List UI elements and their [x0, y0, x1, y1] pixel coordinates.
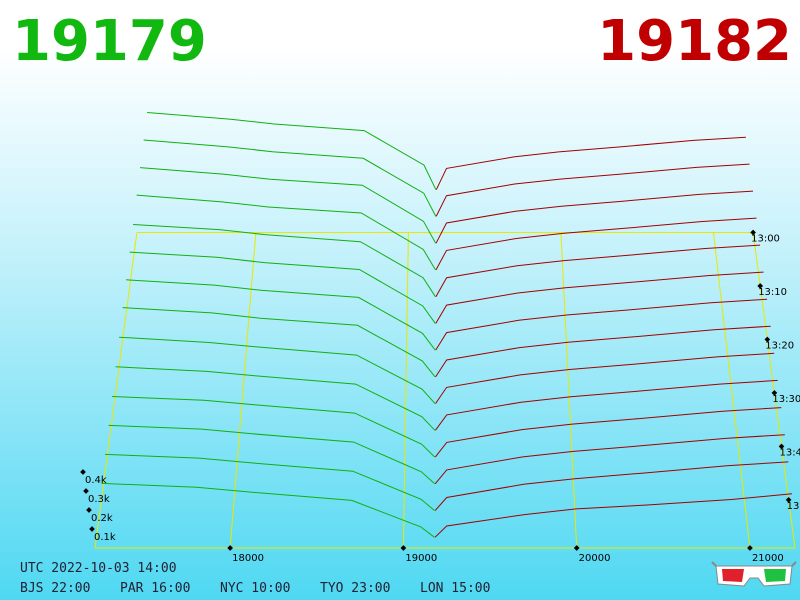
depth-tick-label: 0.3k: [88, 494, 110, 505]
bid-depth-line: [112, 396, 436, 458]
ask-depth-line: [435, 217, 757, 271]
tick-mark: [83, 488, 89, 494]
ask-depth-line: [435, 298, 768, 351]
bid-price: 19179: [12, 9, 207, 74]
tick-mark: [573, 545, 580, 551]
depth-tick-label: 0.1k: [94, 532, 116, 543]
ask-depth-line: [435, 271, 764, 324]
floor-edge: [94, 232, 138, 549]
bid-depth-line: [136, 194, 436, 271]
grid-line: [560, 232, 578, 549]
tick-mark: [227, 545, 233, 551]
zone-time: TYO 23:00: [320, 581, 390, 596]
x-tick-label: 20000: [579, 553, 611, 564]
time-tick-label: 13:50: [787, 501, 800, 512]
time-tick-label: 13:40: [780, 447, 800, 458]
x-tick-label: 18000: [232, 553, 264, 564]
ask-depth-line: [435, 325, 771, 378]
depth-tick-label: 0.4k: [85, 475, 107, 486]
ask-depth-line: [434, 461, 789, 511]
tick-mark: [771, 390, 778, 396]
tick-mark: [778, 443, 785, 450]
bid-depth-line: [126, 279, 436, 351]
bid-depth-line: [119, 336, 436, 404]
tick-mark: [747, 545, 753, 551]
bid-depth-line: [115, 366, 436, 431]
bid-depth-line: [140, 167, 437, 244]
tick-mark: [89, 526, 95, 532]
grid-line: [712, 232, 751, 549]
ask-depth-line: [435, 352, 775, 404]
utc-time: UTC 2022-10-03 14:00: [20, 561, 177, 576]
tick-mark: [400, 545, 407, 551]
bid-depth-line: [122, 307, 436, 378]
x-tick-label: 21000: [752, 553, 784, 564]
ask-depth-line: [435, 244, 761, 297]
tick-mark: [750, 229, 756, 236]
bid-depth-line: [133, 224, 436, 297]
zone-time: BJS 22:00: [20, 581, 90, 596]
bid-depth-line: [129, 251, 436, 324]
depth-tick-label: 0.2k: [91, 513, 113, 524]
ask-price: 19182: [597, 9, 792, 74]
tick-mark: [785, 497, 792, 503]
plot: 18000 19000 20000 21000 13:00 13:10 13:20 13:30…: [80, 112, 800, 564]
bid-depth-line: [101, 482, 435, 538]
time-tick-label: 13:10: [758, 287, 787, 298]
bid-depth-line: [108, 424, 436, 485]
zone-time: PAR 16:00: [120, 581, 190, 596]
bid-depth-line: [105, 453, 435, 511]
zone-time: LON 15:00: [420, 581, 490, 596]
time-tick-label: 13:00: [751, 233, 780, 244]
bid-depth-line: [147, 112, 437, 190]
tick-mark: [80, 469, 86, 475]
3d-glasses-button[interactable]: [711, 561, 797, 587]
x-tick-label: 19000: [405, 553, 437, 564]
bid-depth-line: [143, 139, 437, 217]
grid-line: [229, 232, 257, 549]
ask-depth-line: [434, 493, 792, 538]
tick-mark: [764, 336, 771, 343]
tick-mark: [757, 283, 764, 289]
tick-mark: [86, 507, 92, 513]
ask-depth-line: [435, 136, 746, 190]
ask-depth-line: [434, 407, 782, 458]
zone-time: NYC 10:00: [220, 581, 290, 596]
ask-depth-line: [435, 190, 754, 244]
time-tick-label: 13:20: [765, 340, 794, 351]
time-tick-label: 13:30: [772, 394, 800, 405]
ask-depth-line: [434, 379, 778, 431]
grid-line: [402, 232, 409, 549]
ask-depth-line: [435, 163, 750, 217]
ask-depth-line: [434, 434, 785, 485]
